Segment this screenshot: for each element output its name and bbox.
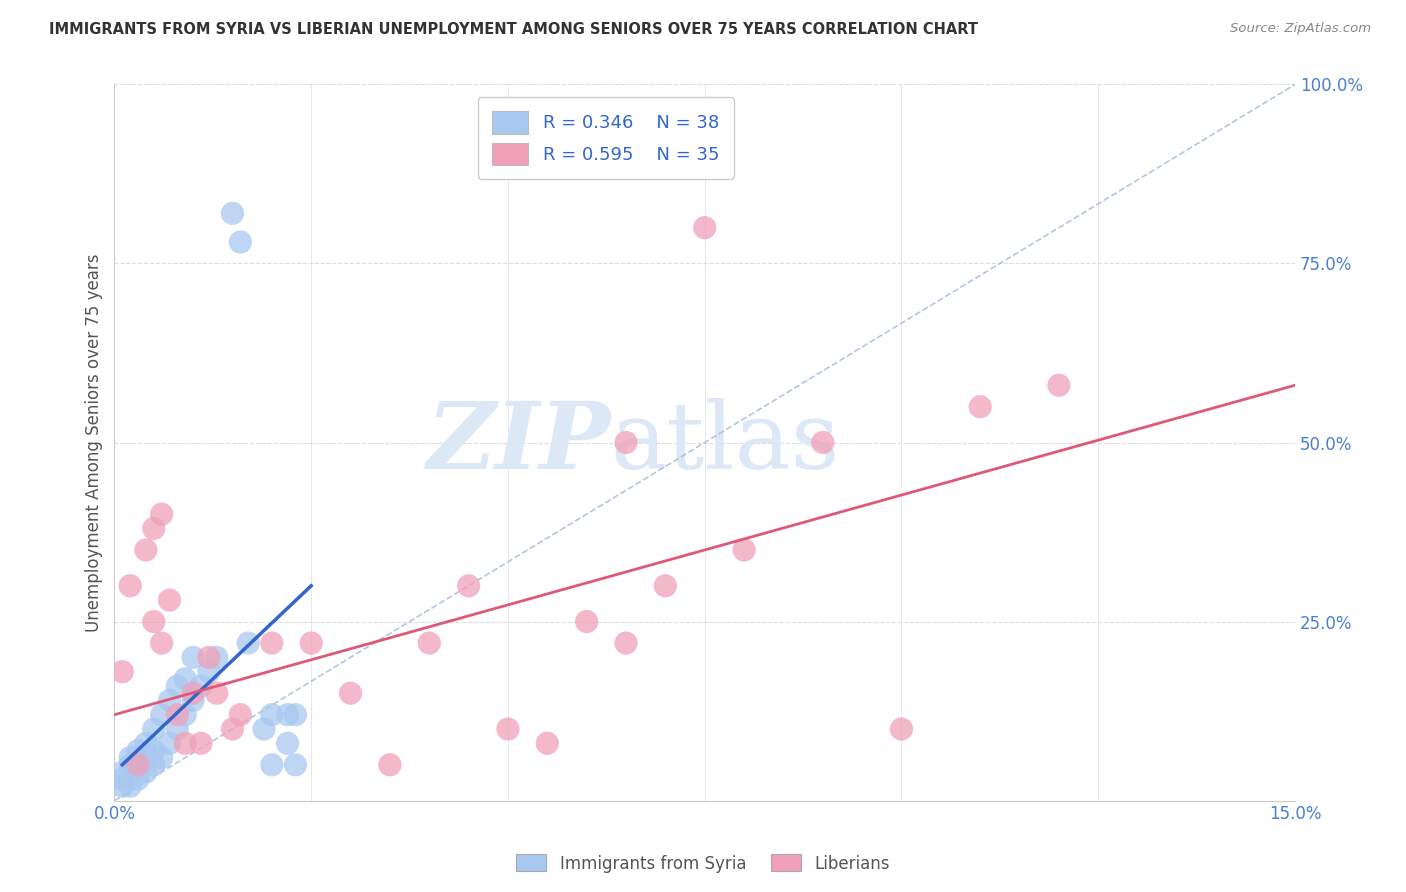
Point — [1047, 378, 1070, 392]
Point — [536, 736, 558, 750]
Legend: R = 0.346    N = 38, R = 0.595    N = 35: R = 0.346 N = 38, R = 0.595 N = 35 — [478, 97, 734, 179]
Point — [159, 693, 181, 707]
Y-axis label: Unemployment Among Seniors over 75 years: Unemployment Among Seniors over 75 years — [86, 253, 103, 632]
Point — [654, 579, 676, 593]
Point — [135, 750, 157, 764]
Point — [238, 636, 260, 650]
Point — [277, 707, 299, 722]
Point — [150, 707, 173, 722]
Point — [614, 636, 637, 650]
Point — [127, 757, 149, 772]
Text: ZIP: ZIP — [426, 398, 610, 488]
Point — [229, 235, 252, 249]
Point — [120, 750, 142, 764]
Point — [260, 636, 283, 650]
Point — [181, 686, 204, 700]
Point — [277, 736, 299, 750]
Text: atlas: atlas — [610, 398, 839, 488]
Point — [575, 615, 598, 629]
Point — [890, 722, 912, 736]
Point — [253, 722, 276, 736]
Point — [614, 435, 637, 450]
Point — [198, 665, 221, 679]
Point — [135, 764, 157, 779]
Text: Source: ZipAtlas.com: Source: ZipAtlas.com — [1230, 22, 1371, 36]
Point — [190, 736, 212, 750]
Point — [969, 400, 991, 414]
Point — [181, 693, 204, 707]
Point — [142, 757, 165, 772]
Point — [339, 686, 361, 700]
Point — [127, 757, 149, 772]
Point — [496, 722, 519, 736]
Point — [221, 722, 243, 736]
Point — [120, 579, 142, 593]
Point — [190, 679, 212, 693]
Point — [378, 757, 401, 772]
Point — [111, 665, 134, 679]
Point — [142, 615, 165, 629]
Point — [299, 636, 322, 650]
Point — [260, 707, 283, 722]
Point — [135, 736, 157, 750]
Point — [159, 593, 181, 607]
Point — [159, 736, 181, 750]
Point — [166, 722, 188, 736]
Point — [111, 764, 134, 779]
Point — [229, 707, 252, 722]
Legend: Immigrants from Syria, Liberians: Immigrants from Syria, Liberians — [509, 847, 897, 880]
Point — [284, 757, 307, 772]
Point — [733, 543, 755, 558]
Point — [150, 750, 173, 764]
Point — [198, 650, 221, 665]
Point — [166, 679, 188, 693]
Point — [457, 579, 479, 593]
Point — [174, 736, 197, 750]
Point — [127, 772, 149, 786]
Point — [150, 507, 173, 521]
Point — [174, 707, 197, 722]
Point — [693, 220, 716, 235]
Point — [284, 707, 307, 722]
Point — [120, 757, 142, 772]
Point — [135, 543, 157, 558]
Point — [120, 779, 142, 793]
Point — [127, 743, 149, 757]
Point — [418, 636, 440, 650]
Point — [111, 772, 134, 786]
Point — [111, 779, 134, 793]
Point — [174, 672, 197, 686]
Text: IMMIGRANTS FROM SYRIA VS LIBERIAN UNEMPLOYMENT AMONG SENIORS OVER 75 YEARS CORRE: IMMIGRANTS FROM SYRIA VS LIBERIAN UNEMPL… — [49, 22, 979, 37]
Point — [142, 743, 165, 757]
Point — [811, 435, 834, 450]
Point — [260, 757, 283, 772]
Point — [166, 707, 188, 722]
Point — [221, 206, 243, 220]
Point — [150, 636, 173, 650]
Point — [205, 686, 228, 700]
Point — [205, 650, 228, 665]
Point — [142, 521, 165, 535]
Point — [181, 650, 204, 665]
Point — [142, 722, 165, 736]
